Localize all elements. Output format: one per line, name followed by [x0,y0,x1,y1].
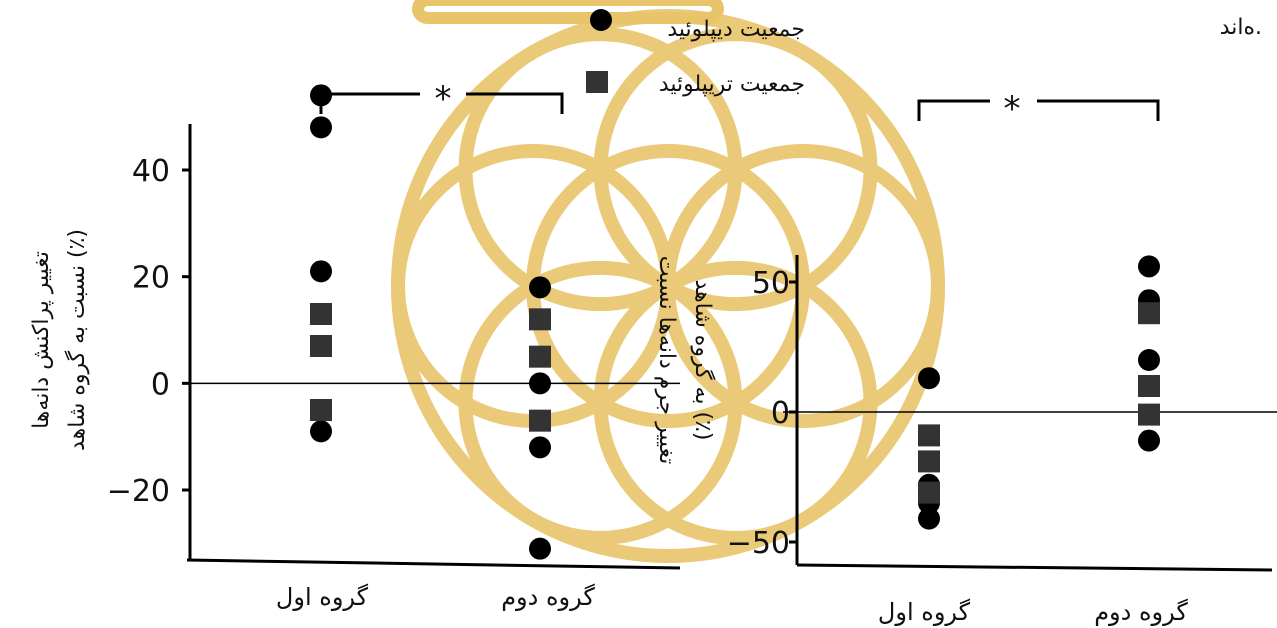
y-axis-label-line2: نسبت به گروه شاهد (٪) [64,229,90,451]
watermark-petal [458,27,743,312]
y-tick-label: 50 [752,266,790,301]
data-point-triploid [529,409,551,432]
data-point-triploid [529,308,551,331]
data-point-diploid [310,116,332,139]
data-point-triploid [1138,375,1160,397]
data-point-diploid [1138,429,1160,452]
x-axis [796,563,1273,572]
category-label-group1: گروه اول [878,598,971,626]
y-tick-label: 0 [151,367,170,402]
data-point-diploid [918,507,940,530]
category-label-group2: گروه دوم [1094,598,1188,626]
data-point-diploid [1138,255,1160,278]
y-axis-label-line1: تغییر پراکنش دانه‌ها [29,251,54,429]
significance-star: * [435,79,452,119]
data-point-diploid [529,276,551,299]
y-tick-label: −20 [107,474,170,509]
chart-seed-mass: −50 0 50 * گروه اول گروه دوم تغییر جرم دان… [654,89,1277,626]
caption-fragment: ه‌اند. [1220,15,1262,40]
data-point-diploid [310,420,332,443]
y-tick-label: 20 [132,261,170,296]
y-tick-label: 40 [132,154,170,189]
legend-square-marker [586,71,608,93]
data-point-diploid [529,537,551,560]
legend-circle-marker [590,9,612,31]
chart-seed-dispersal: −20 0 20 40 * گروه اول گروه دوم تغییر پراکن… [29,79,681,611]
y-tick-label: −50 [727,526,790,561]
significance-bracket [319,92,564,114]
data-point-triploid [1138,302,1160,325]
data-point-triploid [918,450,940,473]
legend-label-triploid: جمعیت تریپلوئید [659,72,805,97]
legend: جمعیت دیپلوئید جمعیت تریپلوئید [586,9,805,97]
data-point-diploid [1138,349,1160,371]
y-axis-label-line2: به گروه شاهد (٪) [690,280,716,441]
data-point-triploid [1138,403,1160,426]
data-point-diploid [529,436,551,459]
data-point-diploid [310,260,332,283]
x-axis [186,558,681,570]
watermark-banner [412,0,724,24]
data-point-triploid [310,303,332,325]
data-point-triploid [918,481,940,504]
significance-star: * [1004,89,1021,129]
data-point-triploid [310,399,332,421]
y-axis-label-line1: تغییر جرم دانه‌ها نسبت [654,256,679,465]
legend-label-diploid: جمعیت دیپلوئید [667,17,805,42]
data-point-triploid [529,345,551,368]
watermark-petal [593,27,878,312]
category-label-group2: گروه دوم [501,583,595,611]
y-tick-label: 0 [771,396,790,431]
y-axis-label: تغییر جرم دانه‌ها نسبت به گروه شاهد (٪) [654,256,716,465]
data-point-triploid [310,335,332,357]
category-label-group1: گروه اول [276,583,369,611]
y-axis-label: تغییر پراکنش دانه‌ها نسبت به گروه شاهد (… [29,229,90,451]
data-point-diploid [529,372,551,395]
data-point-triploid [918,424,940,447]
data-point-diploid [918,367,940,390]
significance-bracket [917,99,1160,121]
